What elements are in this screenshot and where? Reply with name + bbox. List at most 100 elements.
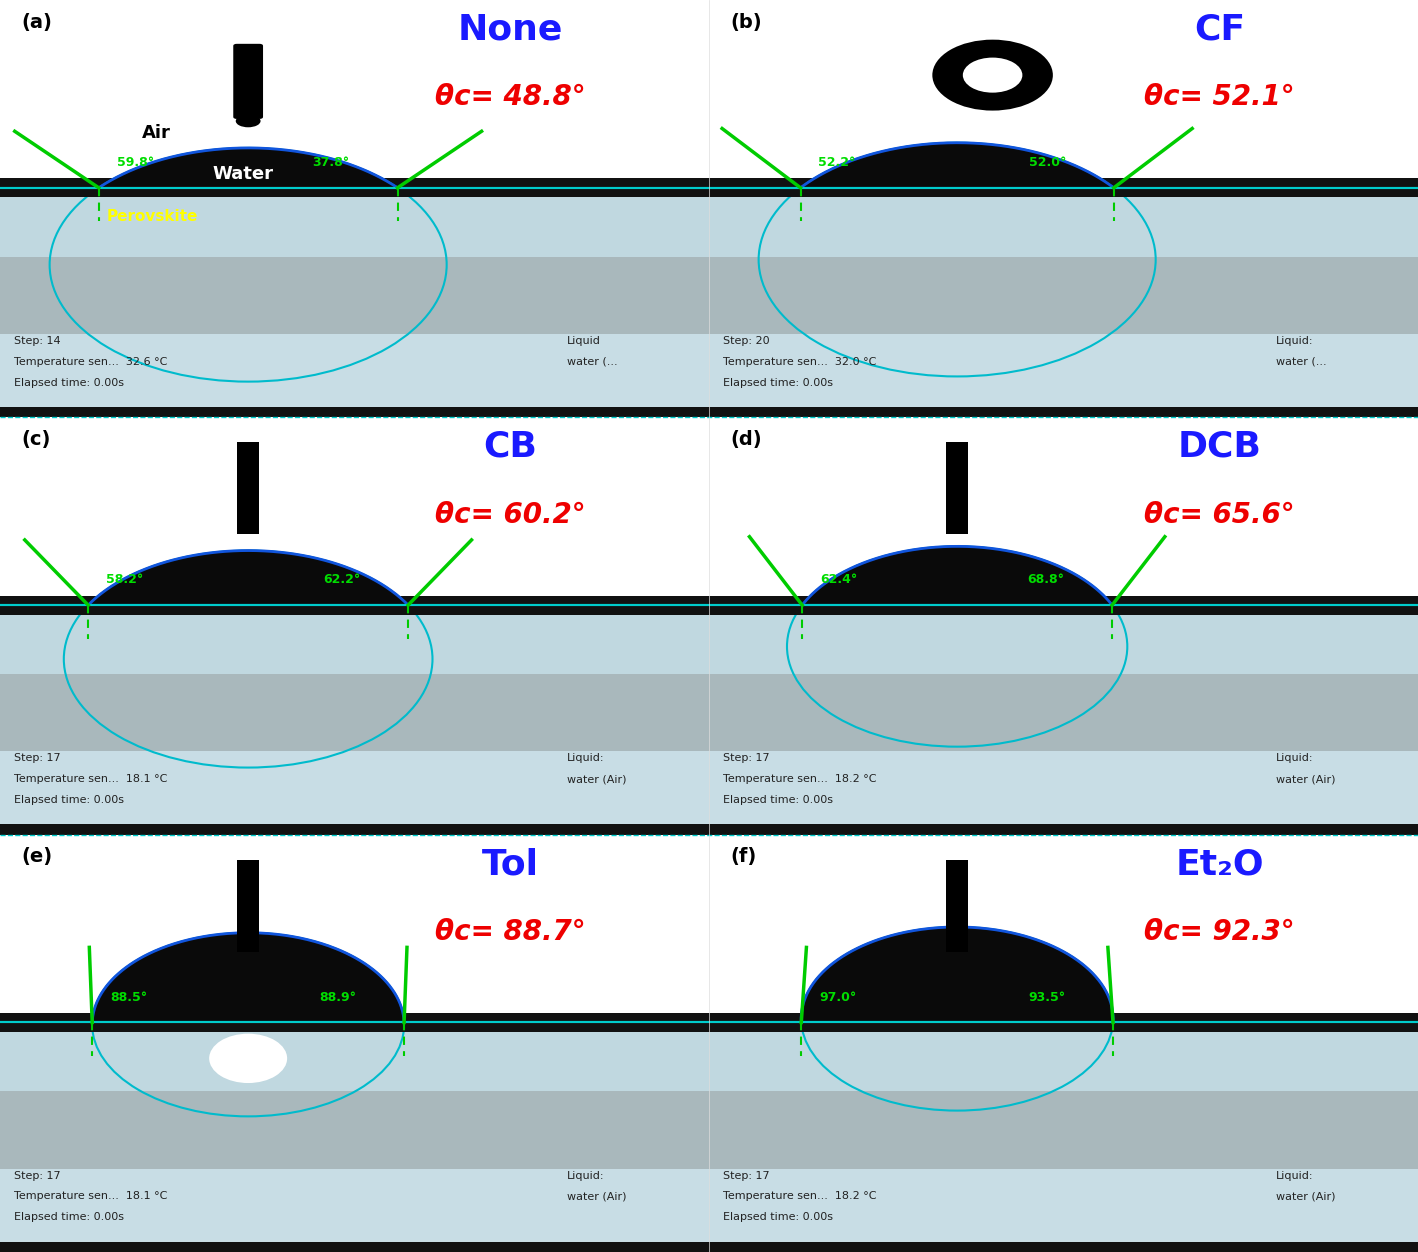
Text: Temperature sen...  18.1 °C: Temperature sen... 18.1 °C bbox=[14, 774, 167, 784]
Polygon shape bbox=[801, 143, 1113, 188]
Text: Liquid:: Liquid: bbox=[1276, 336, 1313, 346]
Bar bbox=[709, 257, 1418, 337]
Text: 59.8°: 59.8° bbox=[116, 156, 153, 169]
Bar bbox=[709, 334, 1418, 417]
Bar bbox=[0, 596, 709, 615]
Text: Elapsed time: 0.00s: Elapsed time: 0.00s bbox=[723, 1212, 834, 1222]
Bar bbox=[0, 407, 709, 417]
Text: DCB: DCB bbox=[1177, 429, 1262, 463]
Bar bbox=[946, 442, 968, 535]
Text: θc= 92.3°: θc= 92.3° bbox=[1144, 918, 1295, 947]
Bar bbox=[709, 1023, 1418, 1252]
Bar bbox=[709, 1023, 1418, 1032]
Text: 68.8°: 68.8° bbox=[1027, 573, 1064, 586]
Polygon shape bbox=[88, 551, 408, 605]
Bar bbox=[0, 1092, 709, 1172]
Bar bbox=[709, 1013, 1418, 1032]
Bar bbox=[709, 605, 1418, 615]
Text: (f): (f) bbox=[730, 848, 757, 866]
Bar bbox=[709, 1092, 1418, 1172]
Text: Temperature sen...  18.2 °C: Temperature sen... 18.2 °C bbox=[723, 774, 876, 784]
Text: Elapsed time: 0.00s: Elapsed time: 0.00s bbox=[14, 378, 125, 388]
Bar bbox=[709, 188, 1418, 198]
Text: Liquid:: Liquid: bbox=[567, 1171, 604, 1181]
Text: θc= 48.8°: θc= 48.8° bbox=[435, 84, 586, 111]
Text: water (Air): water (Air) bbox=[1276, 774, 1336, 784]
Bar bbox=[0, 1023, 709, 1252]
Bar bbox=[709, 1168, 1418, 1252]
Bar bbox=[709, 824, 1418, 835]
Text: Temperature sen...  18.1 °C: Temperature sen... 18.1 °C bbox=[14, 1192, 167, 1202]
Circle shape bbox=[933, 40, 1052, 110]
Bar bbox=[0, 1013, 709, 1032]
Bar bbox=[709, 674, 1418, 754]
Text: water (...: water (... bbox=[1276, 357, 1327, 367]
Bar bbox=[709, 751, 1418, 835]
Bar bbox=[0, 334, 709, 417]
Text: 88.5°: 88.5° bbox=[111, 990, 147, 1004]
Text: 93.5°: 93.5° bbox=[1028, 990, 1065, 1004]
Bar bbox=[0, 1242, 709, 1252]
Bar bbox=[0, 605, 709, 835]
Text: Perovskite: Perovskite bbox=[106, 209, 197, 224]
Bar bbox=[0, 824, 709, 835]
Text: Elapsed time: 0.00s: Elapsed time: 0.00s bbox=[723, 378, 834, 388]
Text: Step: 17: Step: 17 bbox=[14, 1171, 61, 1181]
Text: 52.2°: 52.2° bbox=[818, 156, 855, 169]
Text: Step: 14: Step: 14 bbox=[14, 336, 61, 346]
Bar bbox=[0, 188, 709, 198]
Bar bbox=[0, 188, 709, 417]
Bar bbox=[0, 605, 709, 615]
Bar bbox=[0, 179, 709, 198]
Polygon shape bbox=[801, 926, 1113, 1023]
Text: (a): (a) bbox=[21, 13, 52, 31]
Text: Water: Water bbox=[213, 165, 274, 184]
Ellipse shape bbox=[210, 1034, 286, 1083]
Bar bbox=[0, 257, 709, 337]
Text: Temperature sen...  32.6 °C: Temperature sen... 32.6 °C bbox=[14, 357, 167, 367]
Text: water (...: water (... bbox=[567, 357, 618, 367]
Text: 52.0°: 52.0° bbox=[1028, 156, 1066, 169]
Bar bbox=[0, 751, 709, 835]
Text: θc= 65.6°: θc= 65.6° bbox=[1144, 501, 1295, 528]
Text: Elapsed time: 0.00s: Elapsed time: 0.00s bbox=[723, 795, 834, 805]
Text: water (Air): water (Air) bbox=[567, 774, 627, 784]
Text: Liquid:: Liquid: bbox=[1276, 754, 1313, 764]
Ellipse shape bbox=[235, 115, 261, 128]
Text: Step: 17: Step: 17 bbox=[723, 1171, 770, 1181]
Bar bbox=[0, 1168, 709, 1252]
Bar bbox=[709, 1242, 1418, 1252]
Text: 62.4°: 62.4° bbox=[820, 573, 856, 586]
Text: Et₂O: Et₂O bbox=[1176, 848, 1263, 881]
Text: water (Air): water (Air) bbox=[1276, 1192, 1336, 1202]
Text: θc= 88.7°: θc= 88.7° bbox=[435, 918, 586, 947]
Text: water (Air): water (Air) bbox=[567, 1192, 627, 1202]
Polygon shape bbox=[803, 546, 1112, 605]
Text: Step: 20: Step: 20 bbox=[723, 336, 770, 346]
Text: Step: 17: Step: 17 bbox=[14, 754, 61, 764]
Text: 97.0°: 97.0° bbox=[820, 990, 856, 1004]
Text: Temperature sen...  32.0 °C: Temperature sen... 32.0 °C bbox=[723, 357, 876, 367]
Bar bbox=[709, 188, 1418, 417]
Text: (d): (d) bbox=[730, 429, 761, 449]
Text: Air: Air bbox=[142, 124, 170, 141]
Polygon shape bbox=[92, 933, 404, 1023]
Text: (e): (e) bbox=[21, 848, 52, 866]
Bar bbox=[709, 596, 1418, 615]
Text: CF: CF bbox=[1194, 13, 1245, 46]
Bar bbox=[237, 442, 259, 535]
Polygon shape bbox=[99, 148, 397, 188]
Bar bbox=[709, 407, 1418, 417]
Text: CB: CB bbox=[484, 429, 537, 463]
Text: Temperature sen...  18.2 °C: Temperature sen... 18.2 °C bbox=[723, 1192, 876, 1202]
Text: θc= 60.2°: θc= 60.2° bbox=[435, 501, 586, 528]
Text: 58.2°: 58.2° bbox=[106, 573, 143, 586]
Text: Elapsed time: 0.00s: Elapsed time: 0.00s bbox=[14, 1212, 125, 1222]
Bar bbox=[709, 605, 1418, 835]
Text: Tol: Tol bbox=[482, 848, 539, 881]
Text: (b): (b) bbox=[730, 13, 761, 31]
Text: Step: 17: Step: 17 bbox=[723, 754, 770, 764]
Bar bbox=[709, 179, 1418, 198]
Text: Liquid:: Liquid: bbox=[1276, 1171, 1313, 1181]
Text: 62.2°: 62.2° bbox=[323, 573, 360, 586]
